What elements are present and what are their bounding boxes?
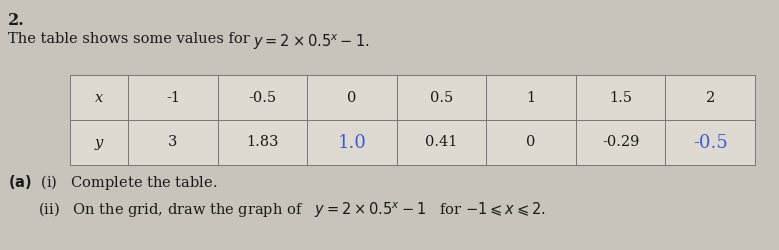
Bar (397, 120, 486, 165)
Bar (307, 120, 397, 165)
Text: 1.0: 1.0 (337, 134, 366, 152)
Bar (218, 120, 307, 165)
Text: -1: -1 (166, 90, 180, 104)
Text: 2.: 2. (8, 12, 25, 29)
Text: $\bf{(a)}$  (i)   Complete the table.: $\bf{(a)}$ (i) Complete the table. (8, 173, 217, 192)
Text: x: x (95, 90, 104, 104)
Bar (307, 75, 397, 120)
Text: 0.41: 0.41 (425, 136, 458, 149)
Text: 2: 2 (706, 90, 715, 104)
Text: 0.5: 0.5 (430, 90, 453, 104)
Text: $y = 2\times0.5^x-1.$: $y = 2\times0.5^x-1.$ (253, 32, 369, 52)
Bar (70, 120, 129, 165)
Text: 1.5: 1.5 (609, 90, 633, 104)
Text: -0.29: -0.29 (602, 136, 640, 149)
Text: -0.5: -0.5 (249, 90, 277, 104)
Bar (576, 120, 665, 165)
Bar (70, 75, 129, 120)
Bar (665, 75, 755, 120)
Bar (397, 75, 486, 120)
Text: 0: 0 (347, 90, 357, 104)
Text: 3: 3 (168, 136, 178, 149)
Text: (ii)   On the grid, draw the graph of   $y = 2\times0.5^x-1$   for $-1 \leqslant: (ii) On the grid, draw the graph of $y =… (38, 200, 546, 220)
Bar (486, 75, 576, 120)
Bar (129, 120, 218, 165)
Text: y: y (95, 136, 104, 149)
Bar (129, 75, 218, 120)
Bar (218, 75, 307, 120)
Text: 1: 1 (527, 90, 536, 104)
Text: 1.83: 1.83 (246, 136, 279, 149)
Bar (576, 75, 665, 120)
Bar (486, 120, 576, 165)
Text: 0: 0 (527, 136, 536, 149)
Bar (665, 120, 755, 165)
Text: -0.5: -0.5 (693, 134, 728, 152)
Text: The table shows some values for: The table shows some values for (8, 32, 250, 46)
